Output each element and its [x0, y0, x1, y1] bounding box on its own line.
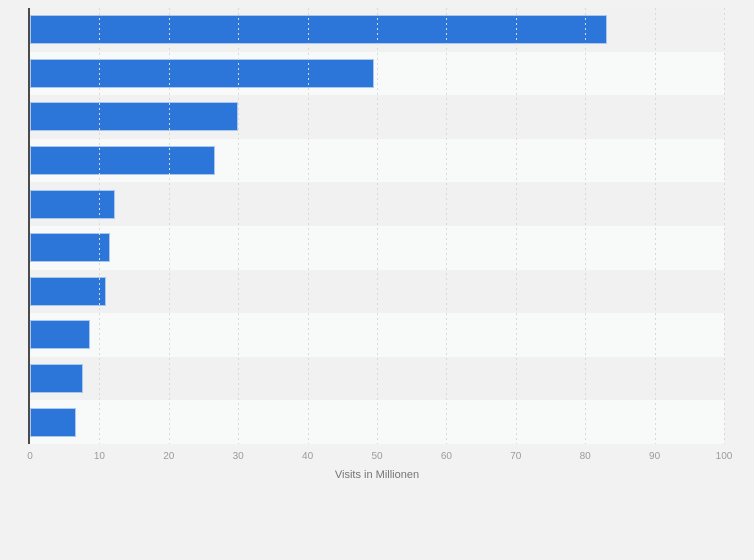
gridline [585, 8, 587, 444]
bar[interactable] [30, 320, 90, 350]
x-tick-label: 20 [163, 451, 175, 462]
x-tick-label: 90 [649, 451, 661, 462]
x-tick-label: 30 [232, 451, 244, 462]
bar[interactable] [30, 233, 110, 263]
bar[interactable] [30, 364, 84, 394]
x-tick-label: 50 [371, 451, 383, 462]
x-tick-label: 40 [302, 451, 314, 462]
bar[interactable] [30, 189, 116, 219]
bar[interactable] [30, 146, 216, 176]
x-tick-label: 10 [93, 451, 105, 462]
gridline [446, 8, 448, 444]
gridline [377, 8, 378, 444]
bar[interactable] [30, 276, 106, 306]
bar[interactable] [30, 58, 375, 88]
bar[interactable] [30, 102, 239, 132]
gridline [307, 8, 309, 444]
x-tick-label: 60 [440, 451, 452, 462]
x-tick-label: 80 [579, 451, 591, 462]
bar[interactable] [30, 15, 608, 45]
y-axis-line [28, 8, 30, 444]
x-tick-label: 0 [27, 451, 33, 462]
gridline [515, 8, 517, 444]
x-tick-label: 70 [510, 451, 522, 462]
gridline [238, 8, 240, 444]
gridline [168, 8, 170, 444]
gridline [99, 8, 101, 444]
gridline [654, 8, 656, 444]
bar[interactable] [30, 407, 76, 437]
x-axis-title: Visits in Millionen [334, 469, 420, 481]
plot-area [28, 8, 725, 444]
gridline [724, 8, 725, 444]
x-tick-label: 100 [715, 451, 733, 462]
